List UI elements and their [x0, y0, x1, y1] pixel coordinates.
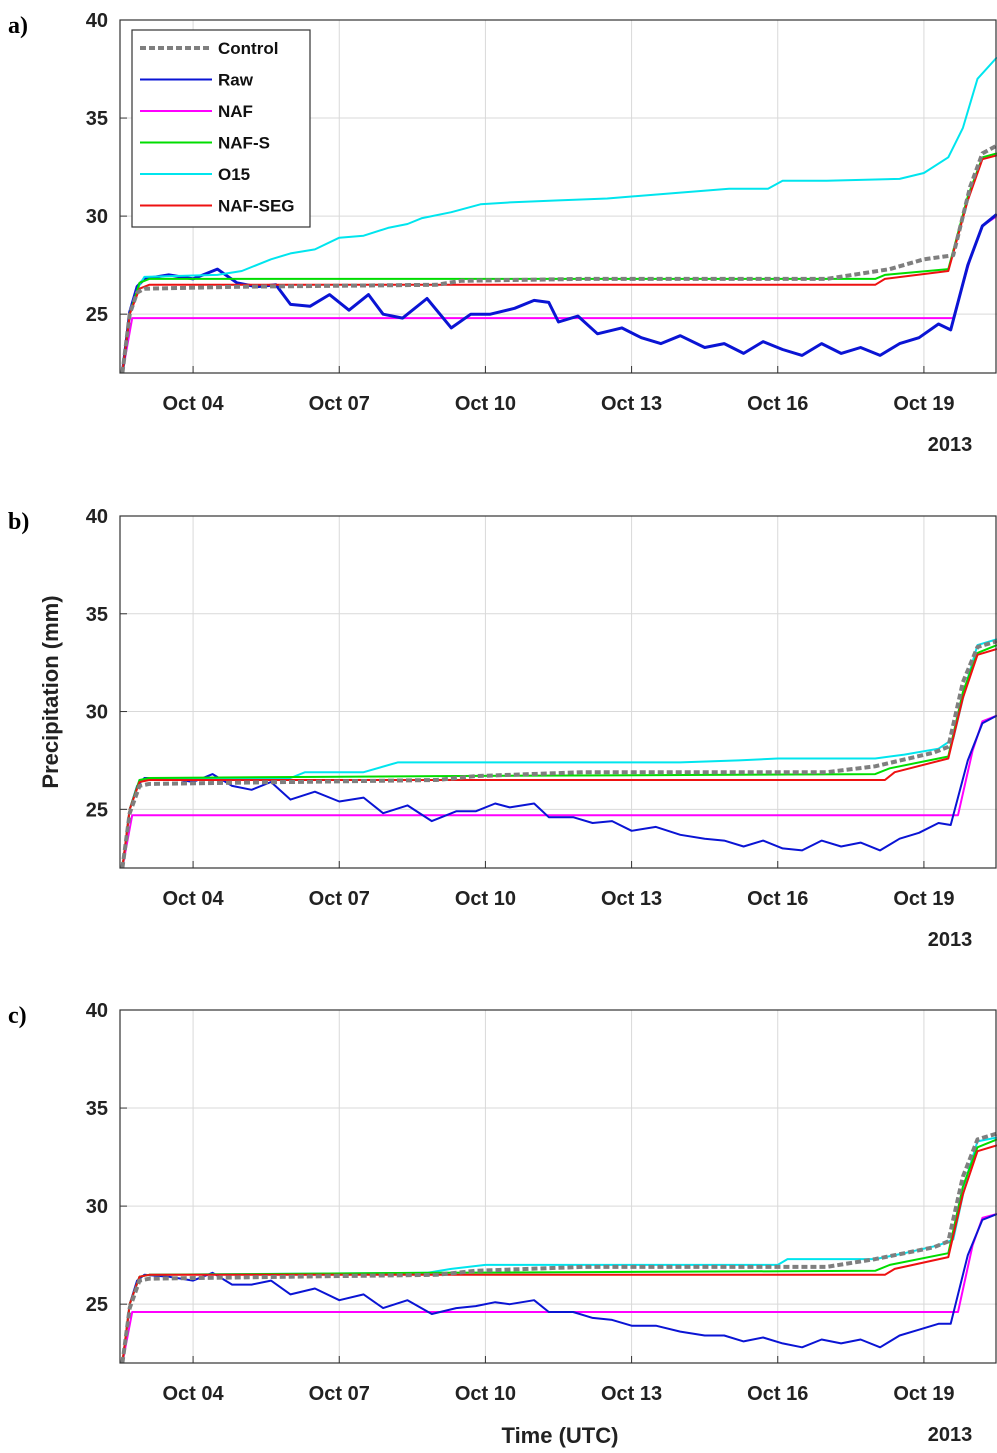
year-label: 2013: [928, 929, 973, 951]
series-line-control: [120, 1131, 997, 1364]
y-tick-label: 40: [86, 10, 108, 32]
panel-label: b): [8, 509, 29, 535]
x-tick-label: Oct 13: [601, 1383, 662, 1405]
legend-entry: NAF-SEG: [218, 197, 295, 216]
y-tick-label: 30: [86, 206, 108, 228]
y-tick-label: 25: [86, 304, 108, 326]
series-line-raw: [121, 1213, 997, 1364]
panel-0: [119, 19, 997, 374]
panel-2: [119, 1009, 997, 1364]
legend-box: [131, 29, 311, 228]
x-tick-label: Oct 16: [747, 888, 808, 910]
year-label: 2013: [928, 1424, 973, 1446]
legend-entry: NAF: [218, 102, 253, 121]
axes-frame: [119, 1009, 997, 1364]
x-tick-label: Oct 04: [163, 1383, 225, 1405]
x-tick-label: Oct 07: [309, 393, 370, 415]
panel-1: [119, 515, 997, 869]
x-tick-label: Oct 19: [893, 393, 954, 415]
legend-entry: NAF-S: [218, 134, 270, 153]
x-tick-label: Oct 19: [893, 1383, 954, 1405]
y-tick-label: 25: [86, 799, 108, 821]
y-tick-label: 35: [86, 1098, 108, 1120]
y-tick-label: 35: [86, 108, 108, 130]
x-tick-label: Oct 16: [747, 1383, 808, 1405]
series-line-o15: [121, 56, 997, 374]
y-tick-label: 25: [86, 1294, 108, 1316]
y-tick-label: 40: [86, 506, 108, 528]
x-tick-label: Oct 10: [455, 393, 516, 415]
x-tick-label: Oct 10: [455, 888, 516, 910]
series-line-o15: [121, 638, 997, 869]
panel-label: a): [8, 13, 28, 39]
series-line-o15: [121, 1136, 997, 1364]
x-tick-label: Oct 10: [455, 1383, 516, 1405]
year-label: 2013: [928, 434, 973, 456]
y-axis-label: Precipitation (mm): [38, 595, 63, 788]
series-line-naf: [121, 1213, 997, 1364]
y-tick-label: 30: [86, 702, 108, 724]
legend-entry: Raw: [218, 71, 254, 90]
y-tick-label: 40: [86, 1000, 108, 1022]
x-tick-label: Oct 13: [601, 393, 662, 415]
series-line-raw: [120, 212, 997, 374]
legend-entry: Control: [218, 39, 278, 58]
x-axis-label: Time (UTC): [502, 1423, 619, 1448]
x-tick-label: Oct 13: [601, 888, 662, 910]
y-tick-label: 30: [86, 1196, 108, 1218]
x-tick-label: Oct 16: [747, 393, 808, 415]
series-line-raw: [121, 714, 997, 869]
series-line-control: [120, 639, 997, 869]
x-tick-label: Oct 04: [163, 888, 225, 910]
legend-entry: O15: [218, 165, 250, 184]
axes-frame: [119, 515, 997, 869]
x-tick-label: Oct 07: [309, 888, 370, 910]
series-line-naf-s: [121, 1138, 997, 1364]
series-line-naf-s: [121, 644, 997, 869]
x-tick-label: Oct 07: [309, 1383, 370, 1405]
x-tick-label: Oct 19: [893, 888, 954, 910]
series-line-naf-seg: [121, 1144, 997, 1364]
axes-frame: [119, 19, 997, 374]
y-tick-label: 35: [86, 604, 108, 626]
series-line-control: [120, 143, 997, 374]
series-line-naf: [121, 714, 997, 869]
panel-label: c): [8, 1003, 27, 1029]
x-tick-label: Oct 04: [163, 393, 225, 415]
